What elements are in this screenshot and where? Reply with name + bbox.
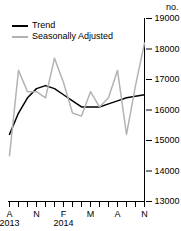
svg-text:A2013: A2013 xyxy=(0,209,20,228)
svg-text:15000: 15000 xyxy=(155,135,180,145)
svg-text:17000: 17000 xyxy=(155,74,180,84)
svg-text:18000: 18000 xyxy=(155,44,180,54)
svg-text:16000: 16000 xyxy=(155,105,180,115)
svg-text:N: N xyxy=(141,209,148,219)
svg-text:A: A xyxy=(114,209,120,219)
svg-text:N: N xyxy=(33,209,40,219)
svg-text:14000: 14000 xyxy=(155,166,180,176)
svg-text:19000: 19000 xyxy=(155,13,180,23)
html-text:Seasonally Adjusted: Seasonally Adjusted xyxy=(32,31,114,41)
html-text:Trend: Trend xyxy=(32,20,56,30)
svg-text:F2014: F2014 xyxy=(53,209,73,228)
svg-text:13000: 13000 xyxy=(155,196,180,206)
svg-text:M: M xyxy=(87,209,95,219)
svg-text:no.: no. xyxy=(166,2,179,12)
